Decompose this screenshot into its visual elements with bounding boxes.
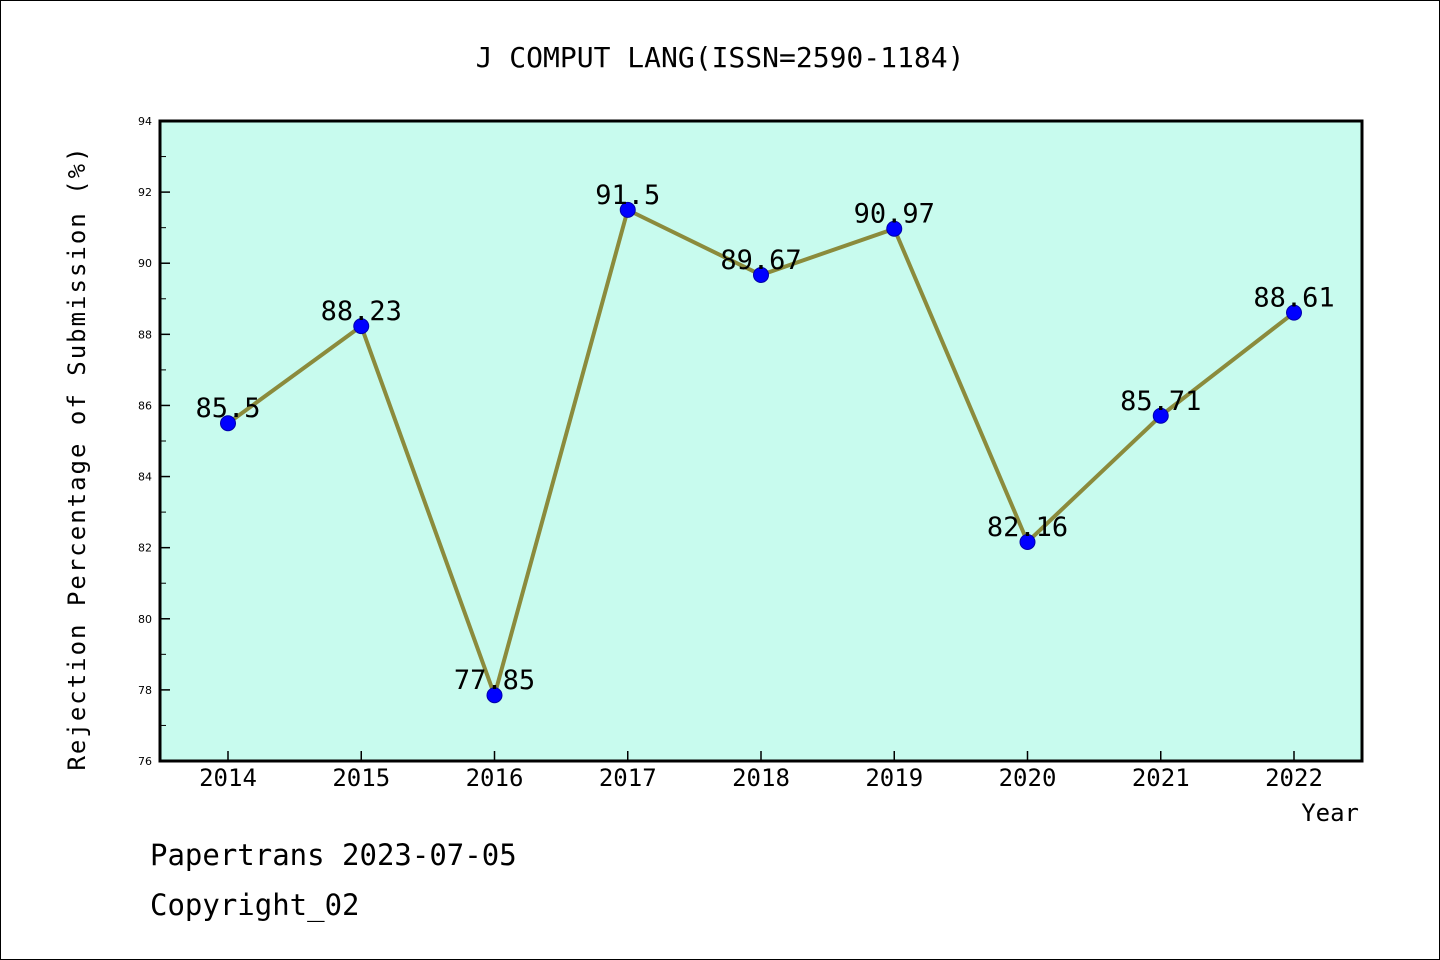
x-tick-label: 2015	[332, 764, 390, 792]
x-tick-label: 2021	[1132, 764, 1190, 792]
y-tick-label: 78	[138, 684, 152, 697]
data-label: 82.16	[987, 512, 1068, 543]
series	[220, 201, 1302, 704]
data-point	[753, 266, 769, 283]
data-label: 91.5	[595, 180, 660, 211]
chart-title: J COMPUT LANG(ISSN=2590-1184)	[476, 41, 965, 74]
data-point	[1019, 533, 1036, 550]
y-tick-label: 94	[138, 115, 152, 128]
y-tick-label: 76	[138, 755, 152, 768]
data-label: 88.61	[1253, 283, 1334, 314]
y-tick-label: 92	[138, 186, 152, 199]
x-axis-label: Year	[1301, 799, 1359, 827]
y-tick-label: 88	[138, 328, 152, 341]
plot-border	[158, 119, 1364, 763]
x-tick-label: 2014	[199, 764, 257, 792]
data-point	[1152, 407, 1169, 424]
y-axis: 76 78 80 82 84 86 88 90 92 94	[138, 115, 170, 768]
data-point	[619, 201, 636, 218]
x-tick-label: 2017	[599, 764, 657, 792]
x-tick-label: 2016	[466, 764, 524, 792]
data-label: 90.97	[854, 199, 935, 230]
y-tick-label: 90	[138, 257, 152, 270]
y-tick-label: 84	[138, 471, 152, 484]
y-tick-label: 80	[138, 613, 152, 626]
data-labels: 85.5 88.23 77.85 91.5 89.67 90.97 82.16 85.71 88…	[195, 180, 1334, 696]
x-tick-label: 2022	[1265, 764, 1323, 792]
plot-area	[160, 121, 1362, 761]
data-label: 85.5	[195, 393, 260, 424]
data-point	[353, 318, 370, 335]
data-label: 77.85	[454, 665, 535, 696]
x-tick-label: 2019	[865, 764, 923, 792]
y-tick-label: 82	[138, 542, 152, 555]
footer-date: Papertrans 2023-07-05	[150, 838, 517, 872]
footer-copyright: Copyright_02	[150, 888, 360, 923]
y-axis-label: Rejection Percentage of Submission (%)	[63, 145, 91, 770]
data-point	[220, 415, 236, 432]
data-label: 89.67	[720, 245, 801, 276]
data-label: 85.71	[1120, 386, 1201, 417]
data-point	[886, 220, 903, 237]
data-label: 88.23	[321, 296, 402, 327]
x-tick-label: 2020	[999, 764, 1057, 792]
x-axis: 2014 2015 2016 2017 2018 2019 2020 2021 2022	[199, 751, 1323, 792]
data-point	[1286, 304, 1302, 321]
y-tick-label: 86	[138, 399, 152, 412]
data-point	[486, 687, 503, 704]
x-tick-label: 2018	[732, 764, 790, 792]
